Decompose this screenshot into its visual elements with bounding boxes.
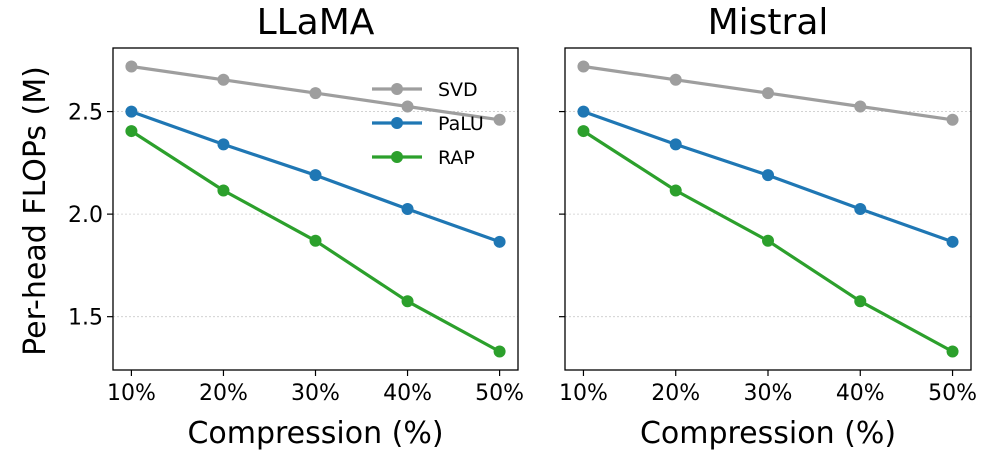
chart-panel-1: LLaMA 1.5 2.0 2.5 10% 20% 30% 40% 50% Compression… (68, 2, 524, 451)
plot-frame (112, 47, 519, 371)
x-tick-label: 50% (928, 381, 977, 406)
x-tick-label: 30% (744, 381, 793, 406)
chart-title: LLaMA (257, 2, 375, 43)
data-point-svd (309, 87, 322, 100)
data-point-svd (577, 60, 590, 73)
data-point-rap (125, 125, 138, 138)
legend-marker-palu (391, 117, 403, 129)
x-tick-label: 20% (199, 381, 248, 406)
data-point-palu (125, 105, 138, 118)
y-tick-label: 2.5 (68, 101, 103, 126)
legend-label-rap: RAP (438, 147, 475, 169)
legend-marker-rap (391, 151, 403, 163)
x-axis-label: Compression (%) (640, 416, 896, 451)
x-tick-label: 10% (107, 381, 156, 406)
x-axis-label: Compression (%) (187, 416, 443, 451)
plot-frame (564, 47, 972, 371)
data-point-rap (577, 125, 590, 138)
data-point-palu (669, 138, 682, 151)
data-point-palu (401, 203, 414, 215)
legend: SVD PaLU RAP (372, 79, 484, 169)
data-point-svd (401, 100, 414, 113)
x-tick-label: 40% (836, 381, 885, 406)
data-point-svd (493, 113, 506, 126)
y-tick-label: 2.0 (68, 203, 103, 228)
data-point-rap (309, 234, 322, 247)
data-point-svd (946, 113, 959, 126)
data-point-rap (669, 184, 682, 197)
data-point-svd (669, 73, 682, 86)
data-point-palu (946, 235, 959, 248)
y-tick-label: 1.5 (68, 306, 103, 331)
x-tick-label: 50% (475, 381, 524, 406)
x-tick-label: 30% (291, 381, 340, 406)
data-point-palu (217, 138, 230, 151)
chart-title: Mistral (708, 2, 829, 43)
data-point-svd (854, 100, 867, 113)
data-point-palu (309, 169, 322, 182)
data-point-svd (125, 60, 138, 73)
data-point-rap (493, 345, 506, 358)
data-point-rap (401, 295, 414, 308)
data-point-rap (946, 345, 959, 358)
data-point-palu (577, 105, 590, 118)
legend-label-palu: PaLU (438, 113, 484, 135)
data-point-rap (762, 234, 774, 247)
x-tick-label: 20% (651, 381, 700, 406)
x-tick-label: 10% (559, 381, 608, 406)
y-axis-label: Per-head FLOPs (M) (18, 66, 53, 356)
data-point-palu (493, 235, 506, 248)
data-point-palu (854, 203, 867, 215)
data-point-rap (217, 184, 230, 197)
legend-label-svd: SVD (438, 79, 478, 101)
data-point-palu (762, 169, 774, 182)
data-point-svd (217, 73, 230, 86)
x-tick-label: 40% (383, 381, 432, 406)
chart-panel-2: Mistral 10% 20% 30% 40% 50% Compression (%) (559, 2, 977, 451)
data-point-rap (854, 295, 867, 308)
legend-marker-svd (391, 83, 403, 95)
data-point-svd (762, 87, 774, 100)
